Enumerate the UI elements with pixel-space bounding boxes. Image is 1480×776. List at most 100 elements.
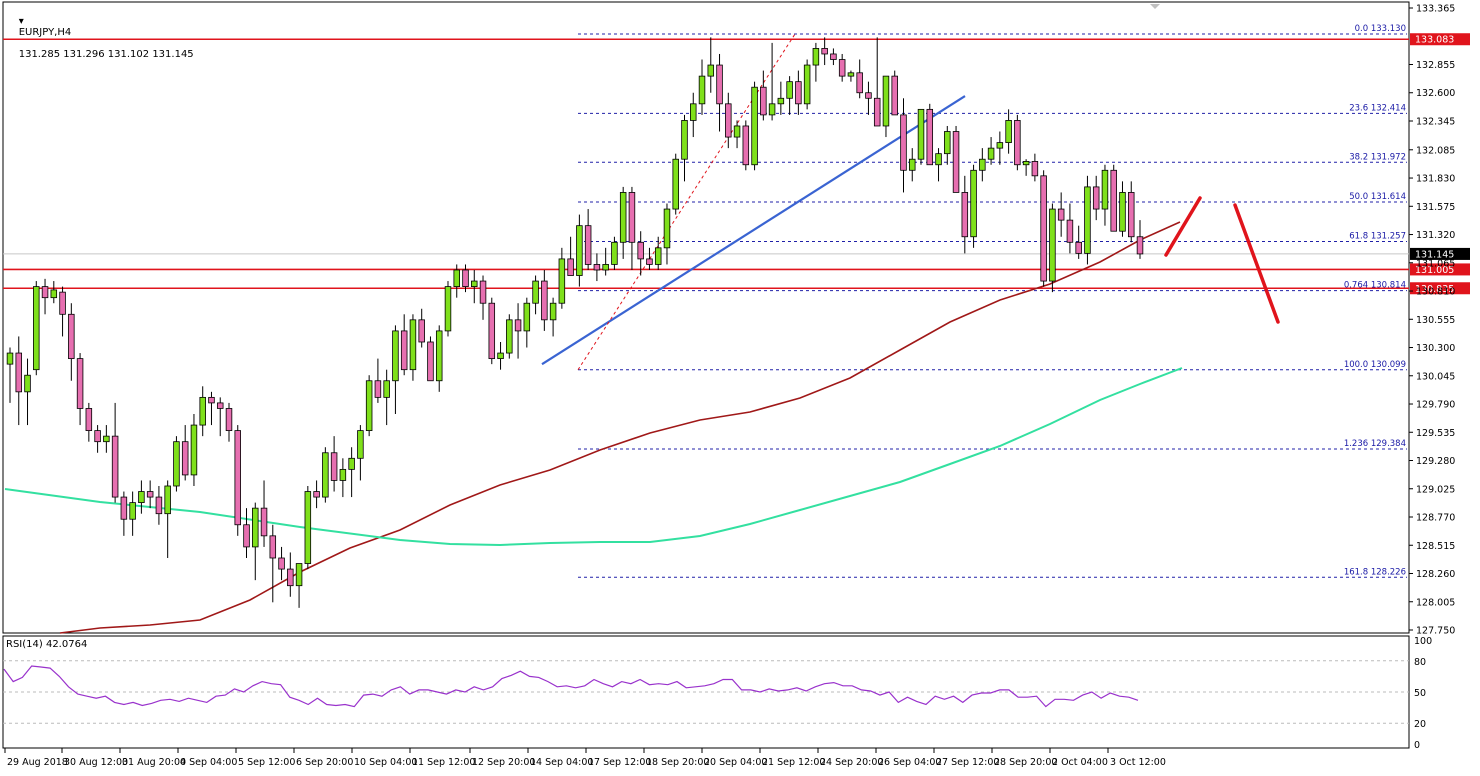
candle bbox=[295, 563, 303, 608]
candle bbox=[392, 325, 399, 414]
time-tick-label: 24 Sep 20:00 bbox=[820, 757, 883, 768]
candle bbox=[427, 336, 434, 382]
candle bbox=[830, 48, 837, 66]
candle bbox=[365, 375, 373, 437]
candle bbox=[935, 148, 942, 182]
candle bbox=[304, 485, 312, 570]
candle bbox=[698, 59, 706, 115]
fib-level-label: 23.6 132.414 bbox=[1349, 103, 1406, 113]
candle bbox=[795, 70, 802, 115]
price-tick-label: 128.005 bbox=[1416, 597, 1455, 608]
candle bbox=[900, 98, 907, 193]
candle bbox=[1119, 181, 1126, 237]
candle bbox=[1040, 170, 1047, 287]
candle bbox=[313, 480, 320, 509]
fib-level-label: 50.0 131.614 bbox=[1349, 192, 1406, 202]
ohlc-values: 131.285 131.296 131.102 131.145 bbox=[18, 49, 194, 60]
candle bbox=[409, 314, 417, 381]
candle bbox=[330, 436, 338, 492]
time-tick-label: 28 Sep 20:00 bbox=[994, 757, 1057, 768]
chart-header: ▾ EURJPY,H4 131.285 131.296 131.102 131.… bbox=[6, 5, 194, 71]
candle bbox=[15, 336, 23, 426]
price-tick-label: 130.810 bbox=[1416, 287, 1455, 298]
forecast-down-stroke bbox=[1233, 203, 1280, 324]
time-tick-label: 10 Sep 04:00 bbox=[354, 757, 417, 768]
candle bbox=[777, 81, 785, 115]
candle bbox=[1110, 164, 1117, 232]
bullish-trendline[interactable] bbox=[541, 95, 966, 366]
candle bbox=[812, 42, 820, 82]
fib-anchor-line[interactable] bbox=[577, 33, 796, 371]
candle bbox=[418, 308, 425, 348]
candle bbox=[611, 236, 618, 270]
candle bbox=[1022, 159, 1030, 176]
candle bbox=[155, 485, 163, 525]
candle bbox=[865, 81, 872, 115]
candle bbox=[821, 37, 828, 66]
moving-average-slow-line[interactable] bbox=[4, 367, 1183, 547]
candle bbox=[882, 75, 890, 138]
price-tag-label: 133.083 bbox=[1415, 35, 1454, 46]
candle bbox=[497, 341, 504, 370]
price-tick-label: 129.790 bbox=[1416, 400, 1455, 411]
candle bbox=[926, 103, 934, 166]
rsi-label: RSI(14) 42.0764 bbox=[6, 639, 88, 650]
candle bbox=[1101, 164, 1109, 226]
fib-level-label: 38.2 131.972 bbox=[1349, 152, 1406, 162]
candle bbox=[260, 480, 268, 547]
candle bbox=[733, 120, 741, 149]
price-tick-label: 130.300 bbox=[1416, 343, 1455, 354]
candle bbox=[208, 391, 215, 426]
candle bbox=[672, 153, 679, 215]
candle bbox=[742, 120, 750, 171]
candle bbox=[506, 314, 513, 359]
candle bbox=[6, 347, 14, 403]
candle bbox=[961, 175, 969, 254]
candle bbox=[278, 546, 285, 581]
time-tick-label: 4 Sep 04:00 bbox=[180, 757, 237, 768]
candle bbox=[873, 37, 881, 127]
symbol-label: EURJPY,H4 bbox=[18, 27, 72, 38]
price-tick-label: 132.600 bbox=[1416, 88, 1455, 99]
candle bbox=[628, 186, 636, 270]
rsi-scale-label: 80 bbox=[1414, 657, 1426, 668]
candle bbox=[891, 70, 898, 116]
time-tick-label: 31 Aug 20:00 bbox=[122, 757, 186, 768]
candle bbox=[1066, 203, 1074, 254]
chart-shift-marker-icon[interactable] bbox=[1150, 4, 1160, 9]
candle bbox=[435, 325, 443, 392]
candle bbox=[190, 413, 198, 486]
candle bbox=[400, 314, 408, 376]
candle bbox=[50, 281, 58, 304]
moving-average-fast-line[interactable] bbox=[59, 221, 1181, 634]
price-tick-label: 128.515 bbox=[1416, 541, 1455, 552]
candle bbox=[1014, 114, 1021, 171]
candle bbox=[94, 425, 101, 453]
price-tick-label: 131.575 bbox=[1416, 202, 1455, 213]
price-tick-label: 127.750 bbox=[1416, 626, 1455, 637]
price-tick-label: 128.770 bbox=[1416, 513, 1455, 524]
time-tick-label: 5 Sep 12:00 bbox=[238, 757, 295, 768]
candle bbox=[1092, 175, 1100, 221]
rsi-line[interactable] bbox=[3, 665, 1139, 708]
price-tag-current bbox=[1410, 247, 1470, 260]
candle bbox=[1049, 203, 1056, 293]
time-tick-label: 18 Sep 20:00 bbox=[646, 757, 709, 768]
price-tick-label: 128.260 bbox=[1416, 569, 1455, 580]
candle bbox=[234, 425, 241, 536]
candle bbox=[707, 37, 715, 93]
candle bbox=[1031, 153, 1039, 182]
price-tick-label: 132.855 bbox=[1416, 60, 1455, 71]
dropdown-triangle-icon[interactable]: ▾ bbox=[18, 16, 24, 27]
candle bbox=[514, 303, 522, 359]
price-tick-label: 130.045 bbox=[1416, 371, 1455, 382]
fib-level-label: 161.8 128.226 bbox=[1344, 567, 1406, 577]
candle bbox=[917, 108, 925, 165]
candle bbox=[768, 42, 776, 121]
candle bbox=[243, 508, 250, 558]
candle bbox=[85, 402, 93, 442]
candle bbox=[1057, 192, 1065, 237]
time-tick-label: 3 Oct 12:00 bbox=[1110, 757, 1166, 768]
